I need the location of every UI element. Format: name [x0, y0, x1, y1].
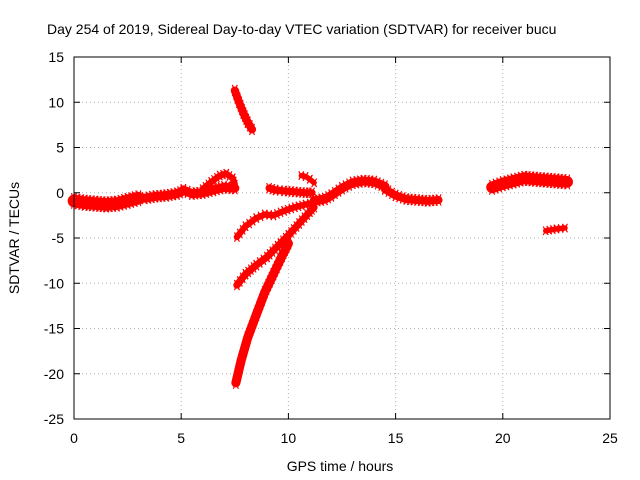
- data-point: [249, 215, 256, 226]
- data-point: [385, 185, 392, 198]
- y-tick-label: -15: [44, 321, 64, 337]
- series-markers-hump-11-14h: [311, 174, 388, 208]
- axis-ticks: 0 5 10 15 20 25 -25 -20 -15 -10 -5 0 5 10 15: [44, 49, 618, 446]
- data-point: [257, 211, 264, 222]
- x-axis-label: GPS time / hours: [287, 458, 394, 474]
- data-point: [381, 183, 388, 195]
- x-tick-label: 25: [602, 430, 618, 446]
- data-point: [328, 189, 335, 202]
- data-point: [306, 174, 313, 184]
- data-point: [236, 276, 243, 287]
- data-point: [239, 272, 246, 284]
- y-tick-label: -25: [44, 411, 64, 427]
- data-point: [231, 179, 238, 190]
- series-markers-stub-10.5-11h: [298, 171, 318, 188]
- data-point: [202, 181, 209, 192]
- x-tick-label: 0: [70, 430, 78, 446]
- data-point: [205, 179, 212, 190]
- x-tick-label: 5: [177, 430, 185, 446]
- data-point: [260, 254, 267, 266]
- series-markers-spike-7.5-8.4h: [231, 84, 255, 136]
- data-point: [293, 221, 300, 232]
- data-point: [272, 184, 279, 196]
- series-line-hump-11-14h: [309, 176, 390, 206]
- data-point: [298, 215, 305, 226]
- data-point: [304, 209, 311, 221]
- series-line-stub-10.5-11h: [298, 172, 317, 186]
- data-point: [239, 224, 246, 235]
- data-series: [67, 84, 573, 390]
- y-axis-label: SDTVAR / TECUs: [6, 182, 22, 294]
- y-tick-label: -10: [44, 275, 64, 291]
- data-point: [226, 171, 233, 181]
- data-point: [301, 212, 308, 224]
- series-markers-curve-7.5-11.2h: [233, 201, 318, 291]
- data-point: [263, 251, 270, 263]
- data-point: [233, 232, 240, 243]
- grid: [74, 57, 610, 419]
- data-point: [561, 223, 568, 233]
- data-point: [234, 369, 241, 382]
- data-point: [435, 194, 442, 206]
- data-point: [308, 187, 316, 199]
- series-markers-stub-9-11h: [266, 182, 316, 199]
- series-line-band-14.5-17h: [380, 185, 443, 205]
- data-point: [237, 357, 244, 371]
- data-point: [276, 185, 283, 196]
- data-point: [302, 171, 309, 181]
- y-tick-label: 5: [56, 140, 64, 156]
- data-point: [253, 213, 260, 224]
- data-point: [253, 259, 260, 271]
- series-markers-band-14.5-17h: [381, 183, 442, 207]
- data-point: [256, 257, 263, 268]
- data-point: [135, 190, 142, 207]
- data-point: [233, 279, 240, 291]
- data-point: [564, 174, 571, 190]
- data-point: [285, 237, 292, 250]
- data-point: [223, 168, 230, 179]
- data-point: [331, 186, 338, 200]
- series-markers-band-0-3h: [70, 190, 142, 213]
- y-tick-label: 15: [48, 49, 64, 65]
- data-point: [271, 243, 279, 255]
- data-point: [261, 209, 268, 220]
- x-tick-label: 10: [281, 430, 297, 446]
- data-point: [246, 218, 253, 229]
- x-tick-label: 20: [495, 430, 511, 446]
- data-point: [311, 178, 318, 188]
- chart-title: Day 254 of 2019, Sidereal Day-to-day VTE…: [47, 21, 556, 37]
- series-markers-arc-6-7.5h: [199, 168, 238, 195]
- series-line-band-5-7.5h: [178, 182, 240, 199]
- series-markers-stub-22-23h: [542, 223, 568, 236]
- data-point: [388, 187, 396, 200]
- series-markers-band-19.5-23h: [489, 170, 571, 195]
- data-point: [288, 226, 295, 238]
- data-point: [232, 376, 239, 390]
- data-point: [296, 218, 303, 229]
- y-tick-label: 10: [48, 94, 64, 110]
- data-point: [274, 240, 281, 252]
- data-point: [242, 221, 249, 232]
- data-point: [266, 248, 273, 260]
- series-line-band-19.5-23h: [486, 172, 573, 194]
- series-line-stub-9-11h: [265, 184, 316, 197]
- y-tick-label: 0: [56, 185, 64, 201]
- data-point: [236, 228, 243, 239]
- data-point: [266, 209, 273, 220]
- data-point: [335, 184, 342, 197]
- data-point: [290, 224, 297, 235]
- data-point: [248, 123, 255, 136]
- y-tick-label: -5: [52, 230, 65, 246]
- y-tick-label: -20: [44, 366, 64, 382]
- data-point: [199, 184, 206, 195]
- data-point: [233, 372, 240, 386]
- data-point: [269, 246, 276, 257]
- data-point: [236, 361, 243, 374]
- series-markers-steep-7.5-10h: [232, 237, 292, 390]
- x-tick-label: 15: [388, 430, 404, 446]
- data-point: [235, 365, 242, 378]
